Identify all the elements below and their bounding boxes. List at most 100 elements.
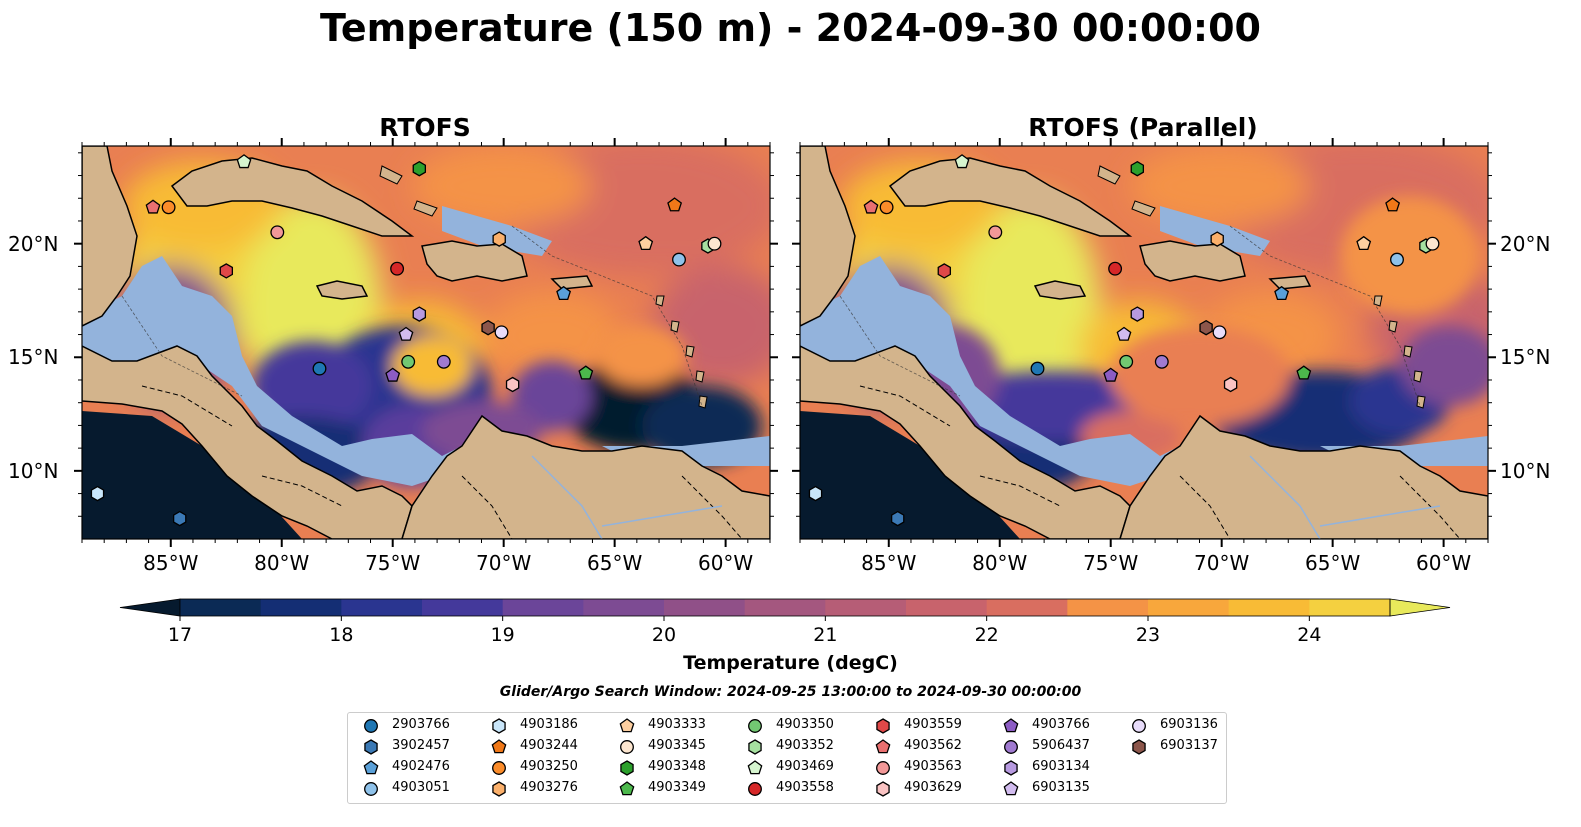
legend-label: 4903349 — [648, 780, 706, 795]
legend-marker-pentagon-icon — [619, 781, 635, 796]
observation-marker-6903135 — [1116, 326, 1132, 341]
observation-marker-4903350 — [1119, 354, 1134, 369]
lon-tick-label: 75°W — [1083, 551, 1139, 575]
lat-tick-label: 20°N — [1500, 231, 1551, 256]
lat-tick-label: 20°N — [8, 231, 59, 256]
observation-marker-3902457 — [890, 510, 905, 527]
lon-tick-label: 60°W — [697, 551, 754, 575]
legend-label: 2903766 — [392, 717, 450, 732]
legend-label: 4903629 — [904, 780, 962, 795]
legend-label: 6903135 — [1032, 780, 1090, 795]
observation-marker-4903350 — [401, 354, 416, 369]
legend-label: 4903244 — [520, 738, 578, 753]
legend-marker-pentagon-icon — [1003, 781, 1019, 796]
lat-tick-label: 10°N — [1500, 458, 1551, 483]
panel-title-rtofs-parallel: RTOFS (Parallel) — [1028, 113, 1258, 142]
observation-marker-4903345 — [707, 236, 722, 251]
colorbar-segment — [341, 599, 423, 616]
legend-marker-pentagon-icon — [747, 760, 763, 775]
legend-label: 4903350 — [776, 717, 834, 732]
colorbar-tick-label: 22 — [974, 624, 999, 646]
observation-marker-4903563 — [988, 225, 1003, 240]
legend-label: 4903348 — [648, 759, 706, 774]
colorbar-extend-high — [1389, 598, 1451, 617]
observation-marker-4903345 — [1425, 236, 1440, 251]
lat-tick-label: 15°N — [8, 345, 59, 370]
lon-tick-label: 60°W — [1415, 551, 1472, 575]
legend-marker-circle-icon — [492, 761, 506, 775]
observation-marker-4903349 — [578, 365, 594, 380]
legend-label: 4903558 — [776, 780, 834, 795]
legend-marker-circle-icon — [1004, 740, 1018, 754]
colorbar-tick-label: 23 — [1135, 624, 1161, 646]
observation-marker-4903244 — [667, 197, 683, 212]
legend-marker-circle-icon — [620, 740, 634, 754]
legend-marker-hexagon-icon — [876, 718, 890, 734]
legend: 2903766 3902457 4902476 4903051 4903186 49032… — [347, 712, 1227, 804]
colorbar-segment — [825, 599, 907, 616]
observation-marker-4903250 — [161, 200, 176, 215]
observation-marker-4903558 — [390, 261, 405, 276]
observation-marker-4903348 — [412, 160, 427, 177]
observation-marker-4903559 — [937, 263, 952, 279]
legend-marker-circle-icon — [1132, 719, 1146, 733]
legend-marker-hexagon-icon — [364, 739, 378, 755]
legend-marker-hexagon-icon — [620, 760, 634, 776]
observation-marker-6903134 — [1130, 306, 1145, 322]
observation-marker-4902476 — [556, 285, 572, 301]
observation-marker-4902476 — [1274, 285, 1290, 301]
colorbar-segment — [1067, 599, 1149, 616]
legend-label: 4903469 — [776, 759, 834, 774]
legend-label: 4903766 — [1032, 717, 1090, 732]
observation-marker-4903333 — [1356, 235, 1372, 251]
colorbar — [119, 598, 1451, 621]
legend-marker-hexagon-icon — [1132, 739, 1146, 755]
legend-label: 4903051 — [392, 780, 450, 795]
lon-tick-label: 85°W — [861, 551, 917, 575]
legend-label: 4903333 — [648, 717, 706, 732]
observation-marker-4903349 — [1296, 365, 1312, 380]
legend-marker-circle-icon — [364, 782, 378, 796]
colorbar-segment — [1228, 599, 1310, 616]
lon-tick-label: 65°W — [1305, 551, 1361, 575]
observation-marker-3902457 — [172, 510, 187, 527]
colorbar-label: Temperature (degC) — [683, 652, 898, 674]
observation-marker-4903562 — [145, 199, 161, 214]
observation-marker-4903558 — [1108, 261, 1123, 276]
legend-marker-pentagon-icon — [491, 739, 507, 754]
colorbar-segment — [744, 599, 826, 616]
colorbar-tick-label: 24 — [1297, 624, 1322, 646]
observation-marker-4903469 — [954, 154, 970, 169]
colorbar-segment — [906, 599, 988, 616]
legend-label: 3902457 — [392, 738, 450, 753]
legend-marker-pentagon-icon — [619, 718, 635, 733]
lon-tick-label: 75°W — [365, 551, 421, 575]
colorbar-segment — [583, 599, 665, 616]
colorbar-tick-label: 17 — [167, 624, 193, 646]
observation-marker-4903766 — [385, 367, 401, 382]
legend-marker-hexagon-icon — [492, 718, 506, 734]
colorbar-segment — [664, 599, 746, 616]
figure-title: Temperature (150 m) - 2024-09-30 00:00:0… — [319, 6, 1261, 50]
colorbar-tick-label: 19 — [490, 624, 515, 646]
lon-tick-label: 80°W — [254, 551, 310, 575]
observation-marker-4903559 — [219, 263, 234, 279]
legend-label: 4903250 — [520, 759, 578, 774]
colorbar-segment — [502, 599, 584, 616]
legend-marker-pentagon-icon — [363, 760, 379, 775]
legend-label: 4903352 — [776, 738, 834, 753]
legend-marker-circle-icon — [876, 761, 890, 775]
legend-marker-circle-icon — [748, 782, 762, 796]
observation-marker-4903333 — [638, 235, 654, 251]
observation-marker-6903136 — [494, 325, 509, 340]
lon-tick-label: 85°W — [143, 551, 199, 575]
observation-marker-4903766 — [1103, 367, 1119, 382]
observation-marker-4903348 — [1130, 160, 1145, 177]
observation-marker-4903250 — [879, 200, 894, 215]
lat-tick-label: 15°N — [1500, 345, 1551, 370]
observation-marker-4903629 — [1223, 376, 1238, 393]
observation-marker-4903276 — [1210, 231, 1224, 247]
legend-marker-circle-icon — [364, 719, 378, 733]
legend-label: 6903134 — [1032, 759, 1090, 774]
